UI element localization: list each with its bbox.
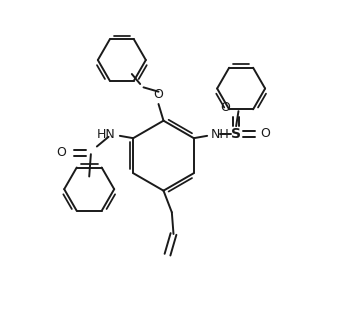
Text: O: O <box>56 146 66 159</box>
Text: O: O <box>221 100 230 114</box>
Text: O: O <box>154 88 163 101</box>
Text: NH: NH <box>211 128 230 141</box>
Text: S: S <box>231 127 241 141</box>
Text: O: O <box>261 127 270 140</box>
Text: HN: HN <box>97 128 116 141</box>
